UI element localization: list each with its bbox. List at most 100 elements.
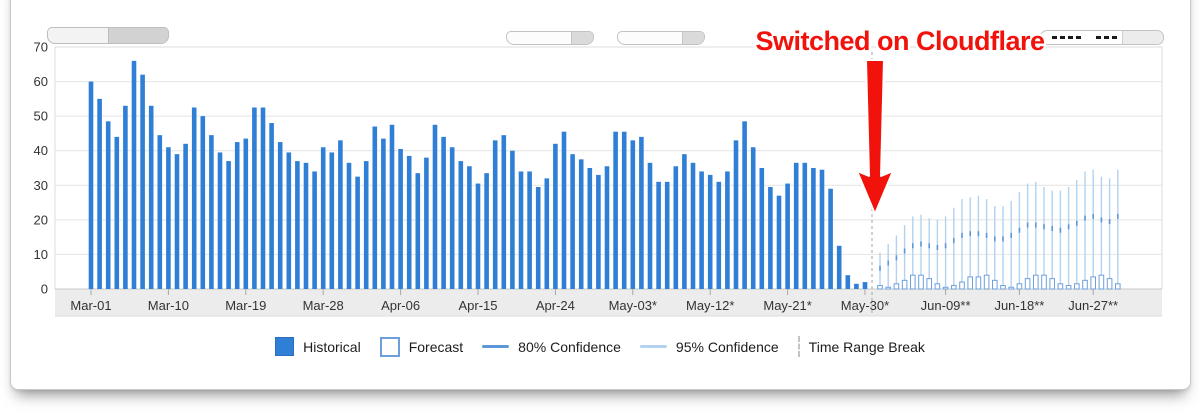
historical-bar bbox=[570, 154, 575, 289]
forecast-bar bbox=[885, 286, 892, 290]
legend-item-95-confidence[interactable]: 95% Confidence bbox=[639, 338, 779, 355]
legend-label: 80% Confidence bbox=[518, 338, 621, 355]
dash-pattern-4-icon[interactable] bbox=[1052, 36, 1081, 39]
forecast-bar bbox=[1106, 278, 1113, 290]
historical-bar bbox=[656, 181, 661, 289]
historical-bar bbox=[802, 162, 808, 289]
x-tick-label: Mar-28 bbox=[303, 298, 344, 313]
dropdown-button-1[interactable] bbox=[506, 31, 594, 45]
historical-bar bbox=[819, 169, 825, 289]
historical-bar bbox=[673, 166, 679, 289]
historical-bar bbox=[166, 147, 171, 289]
legend-item-time-range-break[interactable]: Time Range Break bbox=[797, 336, 925, 357]
forecast-bar bbox=[1024, 278, 1031, 290]
historical-bar bbox=[613, 131, 618, 289]
forecast-bar bbox=[951, 285, 957, 290]
segment-empty[interactable] bbox=[1122, 31, 1163, 44]
x-axis-band bbox=[55, 289, 1162, 316]
forecast-bar bbox=[1016, 283, 1023, 290]
historical-bar bbox=[596, 174, 601, 289]
historical-bar bbox=[320, 147, 326, 289]
historical-bar bbox=[776, 195, 782, 289]
line-style-segmented-control[interactable] bbox=[1040, 30, 1164, 45]
forecast-swatch-icon bbox=[379, 336, 400, 357]
historical-bar bbox=[518, 171, 524, 289]
arrow-down-icon bbox=[856, 59, 894, 215]
forecast-bar bbox=[1049, 278, 1056, 290]
dropdown-cap-icon[interactable] bbox=[571, 32, 593, 44]
historical-bar bbox=[157, 135, 163, 289]
historical-bar bbox=[277, 142, 283, 289]
forecast-bar bbox=[893, 283, 900, 290]
historical-swatch-icon bbox=[275, 337, 295, 356]
historical-bar bbox=[295, 161, 300, 289]
historical-bar bbox=[243, 138, 249, 289]
forecast-bar bbox=[918, 274, 924, 290]
x-tick-label: Apr-15 bbox=[458, 298, 497, 313]
historical-bar bbox=[183, 143, 188, 289]
historical-bar bbox=[475, 183, 481, 289]
x-tick-label: May-21* bbox=[763, 298, 811, 313]
historical-bar bbox=[123, 105, 128, 290]
historical-bar bbox=[441, 136, 446, 289]
x-tick-label: Jun-27** bbox=[1068, 298, 1118, 313]
forecast-bar bbox=[983, 274, 990, 290]
x-tick-label: May-12* bbox=[686, 298, 734, 313]
historical-bar bbox=[389, 124, 395, 290]
legend-label: Time Range Break bbox=[808, 338, 925, 355]
y-tick-label: 70 bbox=[34, 40, 48, 55]
historical-bar bbox=[209, 135, 214, 289]
dash-pattern-3-icon[interactable] bbox=[1096, 36, 1117, 39]
range-slider-handle[interactable] bbox=[108, 28, 168, 43]
historical-bar bbox=[716, 181, 722, 289]
forecast-bar bbox=[975, 276, 982, 290]
historical-bar bbox=[432, 124, 438, 290]
legend-label: Historical bbox=[303, 338, 361, 355]
x-tick-label: Jun-09** bbox=[921, 298, 971, 313]
historical-bar bbox=[725, 171, 730, 289]
historical-bar bbox=[406, 155, 412, 289]
forecast-bar bbox=[1090, 276, 1097, 290]
historical-bar bbox=[88, 81, 94, 289]
forecast-bar bbox=[942, 286, 949, 290]
historical-bar bbox=[501, 135, 507, 289]
legend-label: 95% Confidence bbox=[675, 338, 779, 355]
forecast-bar bbox=[1008, 286, 1015, 290]
historical-bar bbox=[750, 147, 756, 289]
historical-bar bbox=[148, 105, 154, 290]
historical-bar bbox=[234, 142, 240, 289]
historical-bar bbox=[252, 107, 257, 289]
historical-bar bbox=[733, 140, 739, 289]
forecast-bar bbox=[877, 285, 883, 290]
historical-bar bbox=[372, 126, 378, 289]
x-tick-label: Apr-24 bbox=[536, 298, 575, 313]
dropdown-button-2[interactable] bbox=[617, 31, 705, 45]
y-tick-label: 40 bbox=[34, 143, 48, 158]
historical-bar bbox=[415, 173, 421, 289]
historical-bar bbox=[690, 162, 696, 289]
historical-bar bbox=[836, 245, 842, 289]
y-tick-label: 20 bbox=[34, 212, 48, 227]
historical-bar bbox=[346, 162, 352, 289]
historical-bar bbox=[492, 140, 498, 289]
legend: Historical Forecast 80% Confidence 95% C… bbox=[0, 336, 1200, 357]
historical-bar bbox=[793, 162, 799, 289]
annotation-text: Switched on Cloudflare bbox=[755, 26, 1045, 56]
historical-bar bbox=[458, 161, 464, 289]
dropdown-cap-icon[interactable] bbox=[682, 32, 704, 44]
historical-bar bbox=[286, 152, 292, 289]
historical-bar bbox=[114, 136, 120, 289]
legend-item-forecast[interactable]: Forecast bbox=[379, 336, 463, 357]
historical-bar bbox=[828, 188, 833, 289]
legend-item-80-confidence[interactable]: 80% Confidence bbox=[482, 339, 621, 355]
historical-bar bbox=[811, 168, 816, 289]
historical-bar bbox=[578, 159, 584, 289]
forecast-bar bbox=[926, 278, 933, 290]
forecast-bar bbox=[1033, 274, 1039, 290]
confidence-80-line-icon bbox=[482, 345, 510, 348]
range-slider[interactable] bbox=[47, 27, 169, 44]
historical-bar bbox=[312, 171, 317, 289]
historical-bar bbox=[785, 183, 790, 289]
historical-bar bbox=[854, 283, 859, 289]
legend-item-historical[interactable]: Historical bbox=[275, 337, 361, 356]
